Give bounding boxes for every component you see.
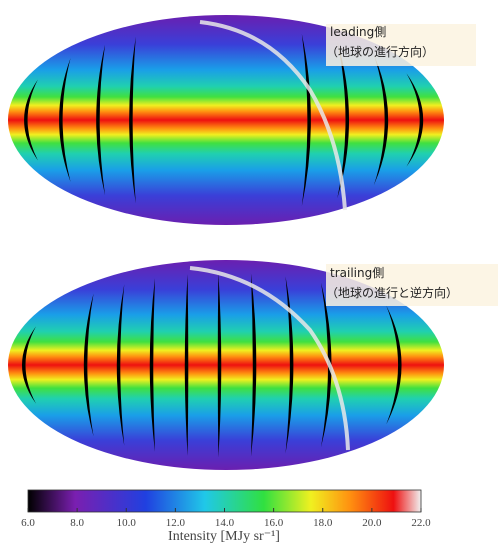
sky-maps xyxy=(8,15,444,470)
tick-label: 22.0 xyxy=(411,517,431,529)
tick-label: 10.0 xyxy=(117,517,137,529)
panel-sublabel: （地球の進行と逆方向） xyxy=(326,285,458,300)
colorbar-label: Intensity [MJy sr⁻¹] xyxy=(168,529,280,544)
tick-label: 20.0 xyxy=(362,517,382,529)
figure: leading側 （地球の進行方向） trailing側 （地球の進行と逆方向）… xyxy=(0,0,498,549)
tick-label: 8.0 xyxy=(70,517,84,529)
tick-label: 12.0 xyxy=(166,517,186,529)
panel-label: trailing側 xyxy=(330,266,384,280)
tick-label: 16.0 xyxy=(264,517,284,529)
tick-label: 18.0 xyxy=(313,517,333,529)
tick-label: 14.0 xyxy=(215,517,235,529)
panel-label: leading側 xyxy=(330,25,386,39)
panel-sublabel: （地球の進行方向） xyxy=(326,44,434,59)
tick-label: 6.0 xyxy=(21,517,35,529)
